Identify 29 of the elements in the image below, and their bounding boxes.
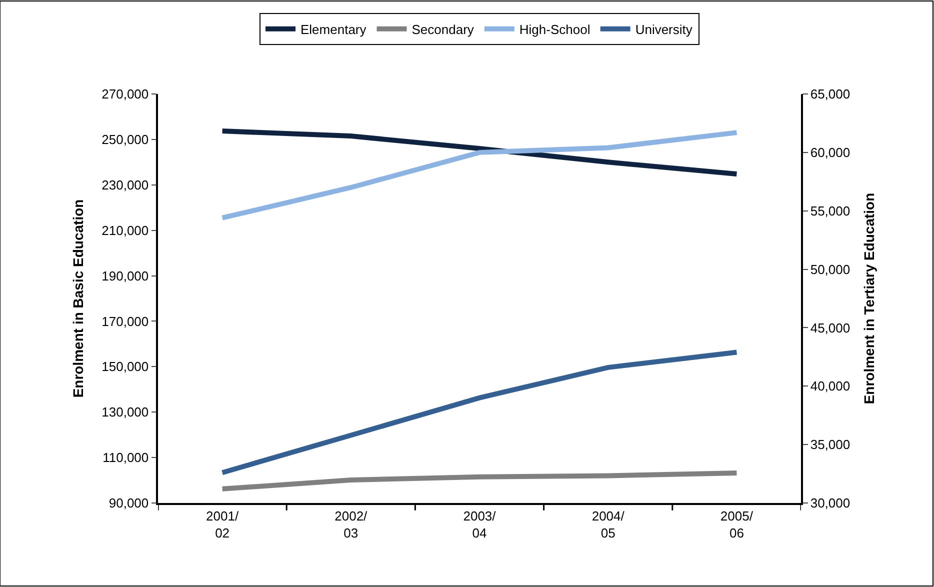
- y-tick-label: 170,000: [102, 314, 149, 329]
- x-tick-label: 2002/ 03: [334, 508, 368, 540]
- x-tick-label: 2005/ 06: [720, 508, 754, 540]
- x-tick-label: 2004/ 05: [592, 508, 625, 540]
- legend-label: Elementary: [300, 22, 367, 37]
- y-axis-title: Enrolment in Basic Education: [70, 199, 86, 398]
- y-tick-label: 230,000: [102, 177, 149, 192]
- y2-tick-label: 50,000: [810, 262, 850, 277]
- legend-label: Secondary: [412, 22, 474, 37]
- y2-tick-label: 30,000: [810, 496, 850, 511]
- y-tick-label: 150,000: [102, 359, 149, 374]
- y2-tick-label: 65,000: [810, 86, 850, 102]
- y-tick-label: 270,000: [102, 86, 149, 102]
- x-tick-label: 2003/ 04: [463, 508, 496, 540]
- x-tick-label: 2001/ 02: [206, 508, 239, 540]
- y2-tick-label: 45,000: [810, 320, 850, 336]
- y2-tick-label: 60,000: [810, 144, 850, 160]
- y-tick-label: 250,000: [102, 132, 149, 147]
- y2-tick-label: 35,000: [810, 437, 850, 452]
- legend-label: University: [635, 22, 693, 37]
- y2-tick-label: 55,000: [810, 203, 850, 218]
- y2-tick-label: 40,000: [810, 378, 850, 394]
- y-tick-label: 190,000: [102, 268, 149, 284]
- y-tick-label: 110,000: [102, 450, 149, 466]
- y-tick-label: 130,000: [102, 404, 149, 420]
- y-tick-label: 90,000: [108, 496, 149, 511]
- y2-axis-title: Enrolment in Tertiary Education: [860, 192, 877, 404]
- legend-label: High-School: [519, 22, 590, 37]
- y-tick-label: 210,000: [102, 222, 149, 238]
